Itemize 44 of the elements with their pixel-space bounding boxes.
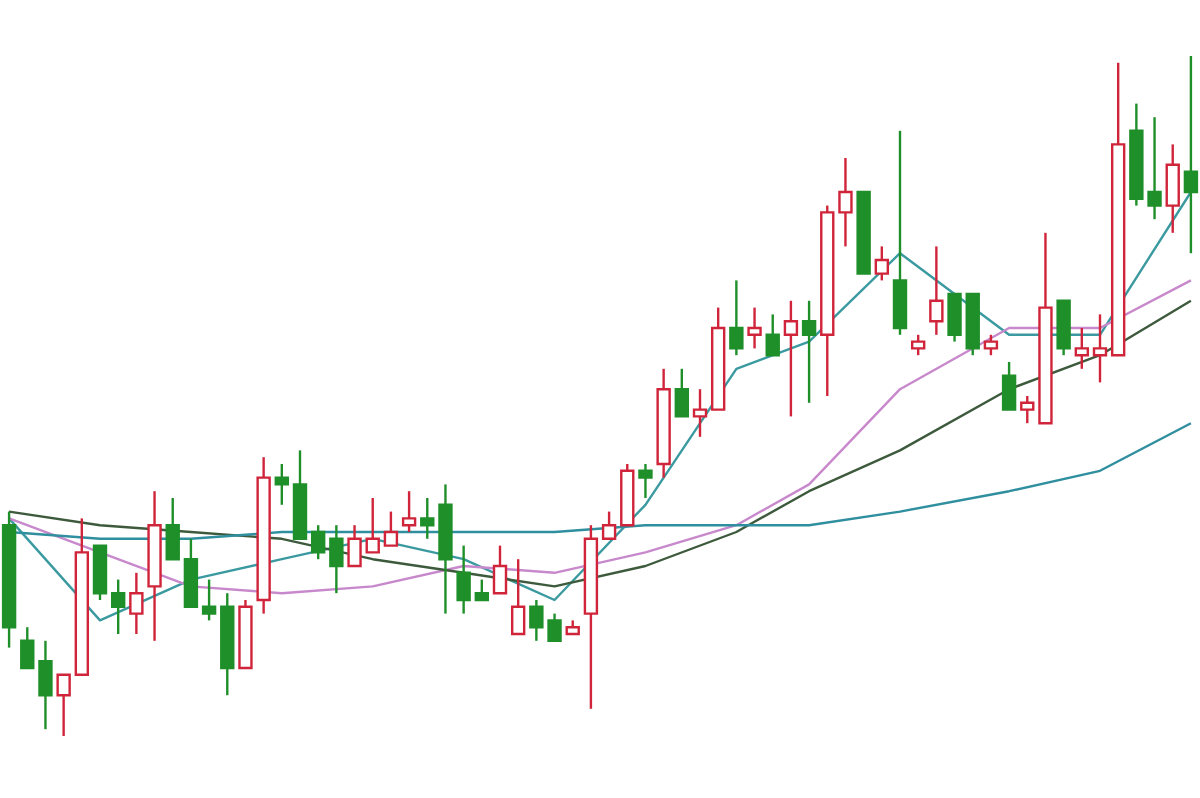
candlestick: [874, 245, 890, 282]
candlestick: [329, 524, 344, 595]
candlestick: [183, 537, 199, 608]
candlestick: [383, 510, 399, 547]
candlestick: [783, 299, 799, 418]
candlestick: [692, 388, 708, 438]
candlestick: [310, 524, 326, 561]
candlestick: [401, 490, 417, 534]
candlestick: [929, 245, 944, 336]
candlestick: [1056, 299, 1071, 357]
candlestick: [510, 558, 526, 636]
candlestick: [165, 496, 180, 561]
candlestick: [910, 333, 926, 357]
candlestick: [1165, 143, 1180, 234]
candlestick: [1183, 54, 1199, 255]
candlestick: [674, 367, 690, 418]
candlestick: [601, 510, 617, 540]
candlestick: [492, 544, 508, 595]
candlestick: [20, 626, 35, 670]
candlestick: [729, 279, 744, 357]
candlestick: [1092, 313, 1108, 384]
candlestick: [420, 496, 435, 540]
candlestick: [1074, 326, 1090, 370]
candlestick: [110, 578, 126, 636]
candlestick: [838, 156, 853, 248]
candlestick: [474, 578, 490, 602]
candlestick: [456, 544, 471, 615]
candlestick: [92, 544, 108, 602]
candlestick: [56, 673, 71, 738]
candlestick: [274, 462, 290, 506]
candlestick: [365, 496, 380, 554]
candlestick: [983, 333, 999, 357]
candlestick: [201, 578, 217, 622]
candlestick: [892, 129, 908, 336]
candlestick: [38, 639, 53, 731]
candlestick: [347, 524, 362, 568]
candlestick: [1020, 394, 1035, 425]
candlestick: [947, 292, 962, 343]
candlestick: [747, 306, 762, 350]
candlestick: [129, 571, 144, 636]
candlestick: [638, 462, 653, 500]
candlestick: [801, 299, 817, 404]
candlestick: [765, 313, 780, 357]
candlestick: [1001, 360, 1017, 411]
